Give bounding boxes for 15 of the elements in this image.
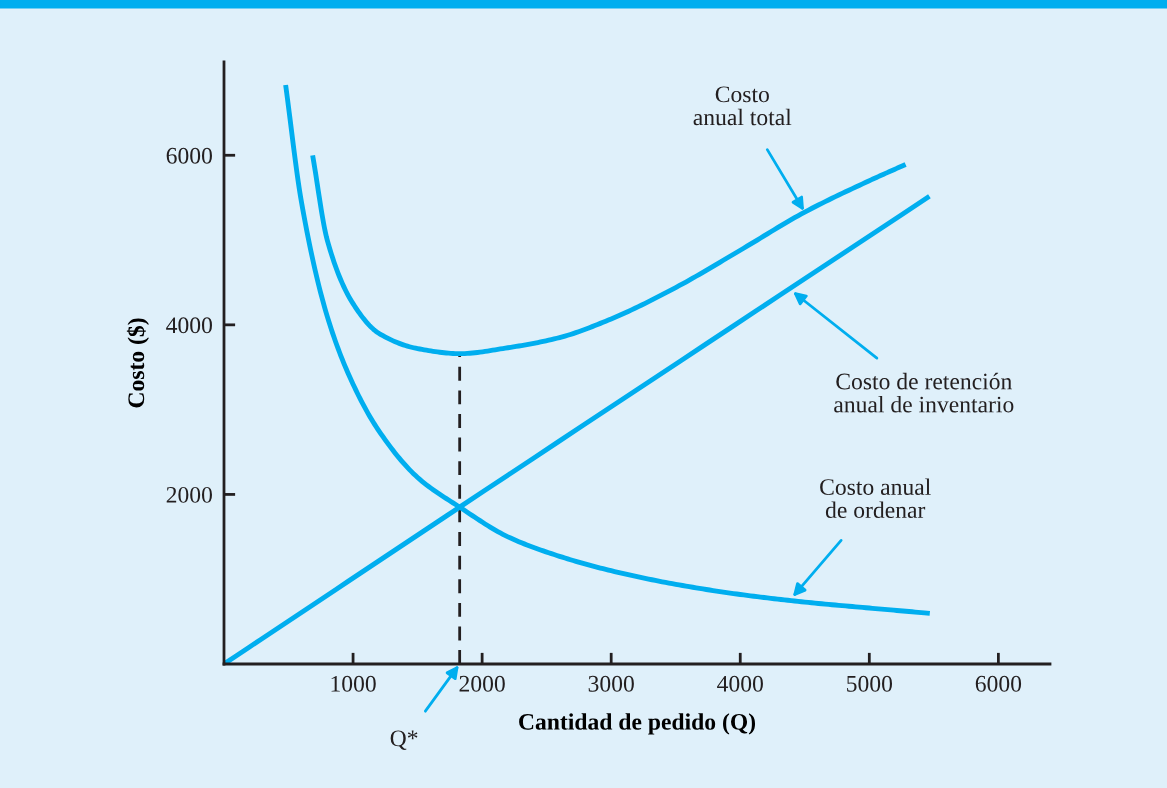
y-axis-title: Costo ($) <box>126 318 149 408</box>
y-tick-label: 2000 <box>166 486 212 503</box>
x-tick-label: 3000 <box>588 675 634 692</box>
y-tick-label: 4000 <box>166 317 212 334</box>
annotation: Costo anual total <box>693 86 792 126</box>
x-tick-label: 6000 <box>975 675 1022 692</box>
x-tick-label: 5000 <box>847 675 893 692</box>
y-tick-label: 6000 <box>166 147 212 164</box>
x-tick-label: 2000 <box>459 675 505 692</box>
x-axis-title: Cantidad de pedido (Q) <box>519 713 756 735</box>
annotation: Q* <box>390 730 418 750</box>
annotation: Costo de retención anual de inventario <box>834 372 1014 413</box>
annotation: Costo anual de ordenar <box>820 478 931 519</box>
x-tick-label: 1000 <box>331 675 376 692</box>
x-tick-label: 4000 <box>717 675 763 692</box>
